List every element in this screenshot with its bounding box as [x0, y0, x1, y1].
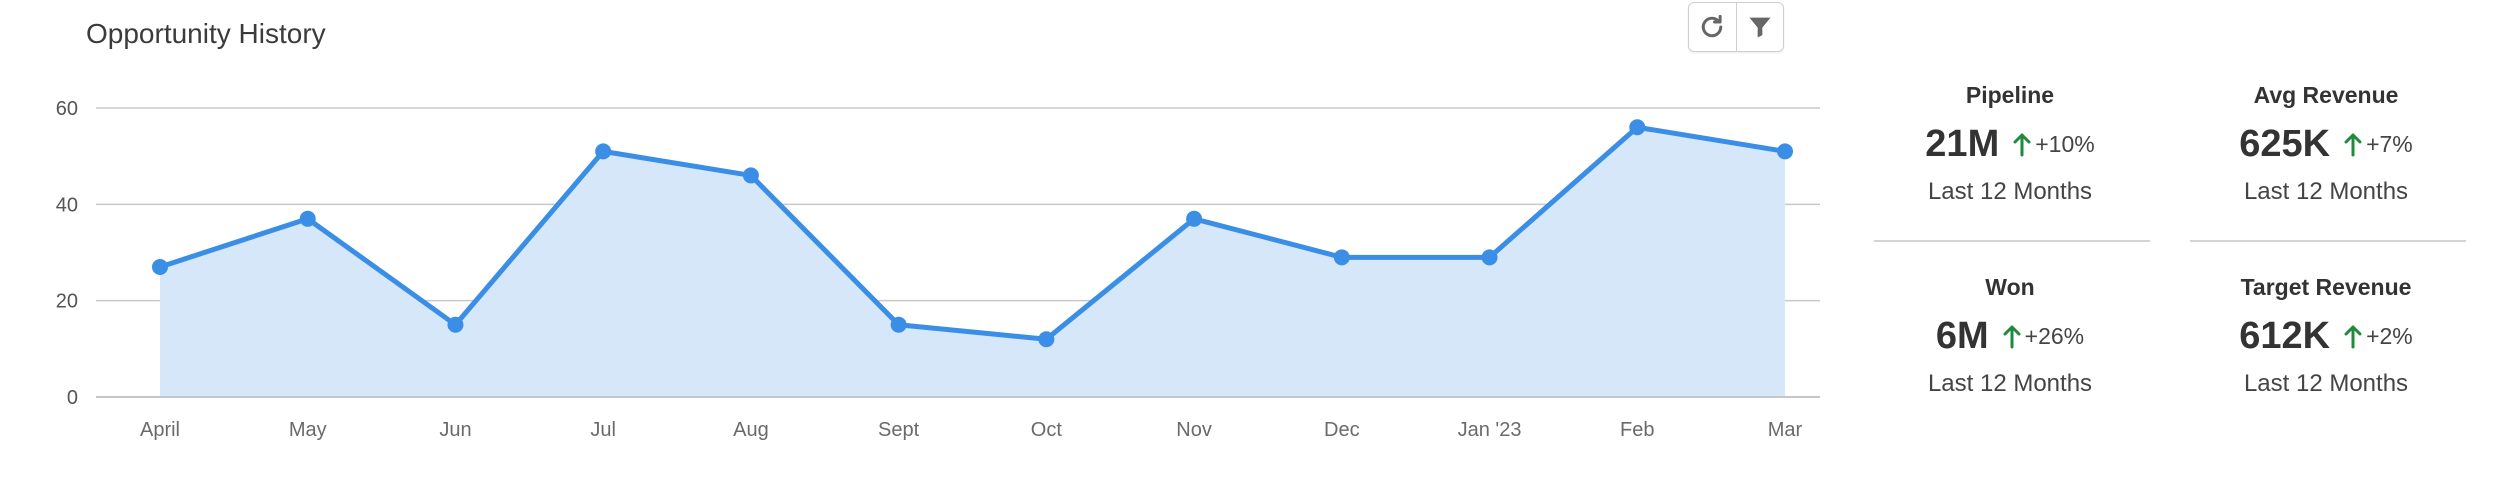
chart-area: 0 20 40 60 April May Jun Jul Aug Sept Oct Nov Dec Jan…: [56, 98, 1820, 441]
kpi-label: Pipeline: [1965, 82, 2055, 108]
data-point: [1777, 143, 1793, 160]
x-tick-label: April: [140, 419, 180, 441]
arrow-up-icon: [2344, 133, 2362, 156]
filter-icon: [1749, 17, 1771, 38]
x-tick-label: Jan '23: [1458, 419, 1522, 441]
kpi-period: Last 12 Months: [1927, 370, 2093, 397]
chart-title: Opportunity History: [86, 18, 326, 49]
kpi-value: 625K: [2239, 123, 2331, 165]
x-tick-label: Jun: [439, 419, 471, 441]
refresh-button[interactable]: [1689, 3, 1736, 51]
kpi-label: Target Revenue: [2240, 274, 2412, 300]
kpi-card-avg-revenue: Avg Revenue 625K +7% Last 12 Months: [2186, 82, 2466, 206]
kpi-change: +10%: [2035, 131, 2095, 157]
data-point: [890, 316, 907, 333]
series-line: [157, 124, 1788, 342]
kpi-period: Last 12 Months: [1927, 178, 2093, 205]
x-tick-label: Nov: [1176, 419, 1212, 441]
x-tick-label: May: [289, 419, 327, 441]
arrow-up-icon: [2013, 133, 2031, 156]
kpi-card-target-revenue: Target Revenue 612K +2% Last 12 Months: [2186, 274, 2466, 398]
data-point: [595, 143, 612, 160]
kpi-change: +26%: [2024, 323, 2085, 349]
series-area: [160, 127, 1785, 398]
data-point: [742, 167, 759, 184]
kpi-value: 6M: [1935, 315, 1989, 357]
x-tick-label: Aug: [733, 419, 769, 441]
x-tick-label: Sept: [878, 419, 920, 441]
arrow-up-icon: [2003, 325, 2021, 348]
y-tick-label: 0: [67, 387, 78, 409]
data-point: [152, 258, 168, 275]
kpi-value: 612K: [2239, 315, 2331, 357]
kpi-card-won: Won 6M +26% Last 12 Months: [1870, 274, 2150, 398]
data-point: [1038, 331, 1055, 348]
kpi-label: Won: [1985, 274, 2035, 300]
x-tick-label: Oct: [1031, 419, 1063, 441]
arrow-up-icon: [2344, 325, 2362, 348]
refresh-icon: [1702, 14, 1723, 38]
y-tick-label: 40: [56, 194, 78, 216]
kpi-divider: [2190, 240, 2466, 242]
kpi-change: +2%: [2366, 323, 2413, 349]
kpi-label: Avg Revenue: [2253, 82, 2399, 108]
data-point: [1481, 249, 1498, 266]
kpi-card-pipeline: Pipeline 21M +10% Last 12 Months: [1870, 82, 2150, 206]
kpi-divider: [1874, 240, 2150, 242]
y-tick-label: 20: [56, 291, 78, 313]
y-tick-label: 60: [56, 98, 78, 120]
x-tick-label: Jul: [590, 419, 616, 441]
kpi-value: 21M: [1925, 123, 2000, 165]
x-tick-label: Mar: [1768, 419, 1803, 441]
data-point: [1333, 249, 1350, 266]
data-point: [1186, 210, 1203, 227]
chart-toolbar: [1688, 2, 1784, 52]
kpi-period: Last 12 Months: [2243, 178, 2409, 205]
x-tick-label: Dec: [1324, 419, 1360, 441]
data-point: [299, 210, 316, 227]
kpi-period: Last 12 Months: [2243, 370, 2409, 397]
kpi-change: +7%: [2366, 131, 2413, 157]
x-tick-label: Feb: [1620, 419, 1654, 441]
filter-button[interactable]: [1735, 3, 1784, 51]
data-point: [1629, 119, 1646, 136]
data-point: [447, 316, 464, 333]
